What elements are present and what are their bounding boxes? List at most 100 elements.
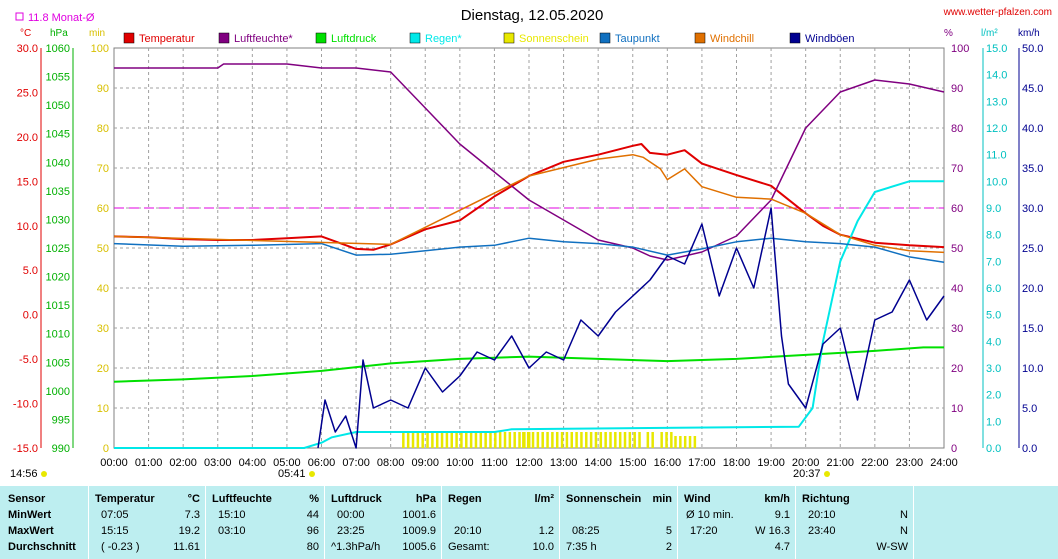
sunshine-bar bbox=[508, 432, 512, 448]
temp-min-value: 7.3 bbox=[184, 509, 200, 521]
col-wind: Wind km/h Ø 10 min. 9.1 17:20 W 16.3 4.7 bbox=[677, 486, 796, 559]
tick-temp: 5.0 bbox=[23, 265, 38, 277]
tick-x: 08:00 bbox=[377, 457, 405, 469]
sun-header: Sonnenschein bbox=[566, 493, 642, 505]
chart-title: Dienstag, 12.05.2020 bbox=[461, 7, 604, 24]
sunshine-bar bbox=[580, 432, 583, 448]
tick-pressure: 1010 bbox=[46, 329, 70, 341]
temp-header: Temperatur bbox=[95, 493, 155, 505]
legend-label: Luftdruck bbox=[331, 33, 377, 45]
sunshine-bar bbox=[585, 432, 588, 448]
col-sensor: Sensor MinWert MaxWert Durchschnitt bbox=[0, 486, 88, 559]
tick-pressure: 1030 bbox=[46, 214, 70, 226]
tick-wind: 25.0 bbox=[1022, 243, 1043, 255]
sunshine-bar bbox=[416, 432, 420, 448]
series-windben bbox=[317, 207, 945, 449]
legend-label: Luftfeuchte* bbox=[234, 33, 293, 45]
tick-rain: 8.0 bbox=[986, 230, 1001, 242]
tick-sun: 80 bbox=[97, 123, 109, 135]
tick-rain: 1.0 bbox=[986, 416, 1001, 428]
sunshine-bar bbox=[609, 432, 612, 448]
sunshine-bar bbox=[628, 432, 632, 448]
legend-swatch bbox=[599, 32, 611, 44]
series-luftfeuchte bbox=[114, 63, 945, 261]
humid-header: Luftfeuchte bbox=[212, 493, 272, 505]
tick-wind: 0.0 bbox=[1022, 443, 1037, 455]
sunshine-bar bbox=[646, 432, 650, 448]
sunshine-bar bbox=[693, 436, 697, 448]
unit-temp: °C bbox=[20, 28, 31, 39]
press-min-time: 00:00 bbox=[337, 509, 365, 521]
tick-sun: 10 bbox=[97, 403, 109, 415]
tick-x: 11:00 bbox=[481, 457, 508, 469]
legend-label: Sonnenschein bbox=[519, 33, 589, 45]
tick-wind: 10.0 bbox=[1022, 363, 1043, 375]
sunshine-bar bbox=[589, 432, 593, 448]
tick-temp: -5.0 bbox=[19, 354, 38, 366]
tick-wind: 50.0 bbox=[1022, 43, 1043, 55]
sunset-icon bbox=[824, 471, 830, 477]
row-label-max: MaxWert bbox=[8, 525, 54, 537]
rain-unit: l/m² bbox=[534, 493, 554, 505]
wind-max-value: W 16.3 bbox=[755, 525, 790, 537]
tick-rain: 14.0 bbox=[986, 70, 1007, 82]
tick-rain: 9.0 bbox=[986, 203, 1001, 215]
tick-rain: 3.0 bbox=[986, 363, 1001, 375]
tick-x: 23:00 bbox=[896, 457, 924, 469]
series-luftdruck bbox=[113, 346, 944, 383]
dir-max-time: 23:40 bbox=[808, 525, 836, 537]
tick-rain: 10.0 bbox=[986, 176, 1007, 188]
tick-sun: 90 bbox=[97, 83, 109, 95]
sunshine-bar bbox=[440, 432, 444, 448]
sunshine-bar bbox=[651, 432, 654, 448]
sunshine-bar bbox=[665, 432, 668, 448]
humid-avg-value: 80 bbox=[306, 541, 319, 553]
tick-sun: 30 bbox=[97, 323, 109, 335]
sunshine-bar bbox=[674, 436, 677, 448]
tick-pressure: 1050 bbox=[46, 100, 70, 112]
tick-wind: 20.0 bbox=[1022, 283, 1043, 295]
unit-sun: min bbox=[89, 28, 105, 39]
tick-x: 19:00 bbox=[757, 457, 785, 469]
tick-pressure: 1005 bbox=[46, 357, 70, 369]
sunshine-bar bbox=[683, 436, 687, 448]
sunshine-bar bbox=[503, 432, 507, 448]
sunshine-bar bbox=[406, 432, 410, 448]
sunshine-bar bbox=[560, 432, 564, 448]
sunshine-bar bbox=[522, 432, 525, 448]
legend-swatch bbox=[789, 32, 801, 44]
col-temperature: Temperatur °C 07:05 7.3 15:15 19.2 ( -0.… bbox=[88, 486, 206, 559]
sunshine-bar bbox=[518, 432, 521, 448]
month-avg-marker-icon bbox=[15, 12, 24, 21]
tick-humidity: 0 bbox=[951, 443, 957, 455]
legend-label: Windböen bbox=[805, 33, 855, 45]
press-unit: hPa bbox=[415, 493, 436, 505]
tick-rain: 7.0 bbox=[986, 256, 1001, 268]
temp-unit: °C bbox=[187, 493, 200, 505]
wind-avg-value: 4.7 bbox=[774, 541, 790, 553]
tick-x: 01:00 bbox=[135, 457, 163, 469]
temp-avg-note: ( -0.23 ) bbox=[101, 541, 140, 553]
tick-x: 13:00 bbox=[550, 457, 578, 469]
tick-humidity: 50 bbox=[951, 243, 963, 255]
tick-x: 06:00 bbox=[308, 457, 336, 469]
site-link[interactable]: www.wetter-pfalzen.com bbox=[943, 7, 1052, 18]
tick-pressure: 1000 bbox=[46, 386, 70, 398]
sunshine-bar bbox=[570, 432, 573, 448]
wind-header: Wind bbox=[684, 493, 711, 505]
col-empty bbox=[913, 486, 1058, 559]
tick-rain: 0.0 bbox=[986, 443, 1001, 455]
row-label-avg: Durchschnitt bbox=[8, 541, 76, 553]
tick-x: 04:00 bbox=[239, 457, 267, 469]
tick-x: 10:00 bbox=[446, 457, 474, 469]
tick-rain: 15.0 bbox=[986, 43, 1007, 55]
tick-rain: 2.0 bbox=[986, 390, 1001, 402]
tick-pressure: 1045 bbox=[46, 129, 70, 141]
tick-x: 15:00 bbox=[619, 457, 647, 469]
tick-pressure: 1040 bbox=[46, 157, 70, 169]
sunrise-icon bbox=[309, 471, 315, 477]
tick-pressure: 1020 bbox=[46, 272, 70, 284]
sunshine-bar bbox=[426, 432, 429, 448]
press-max-value: 1009.9 bbox=[402, 525, 436, 537]
dir-min-value: N bbox=[900, 509, 908, 521]
